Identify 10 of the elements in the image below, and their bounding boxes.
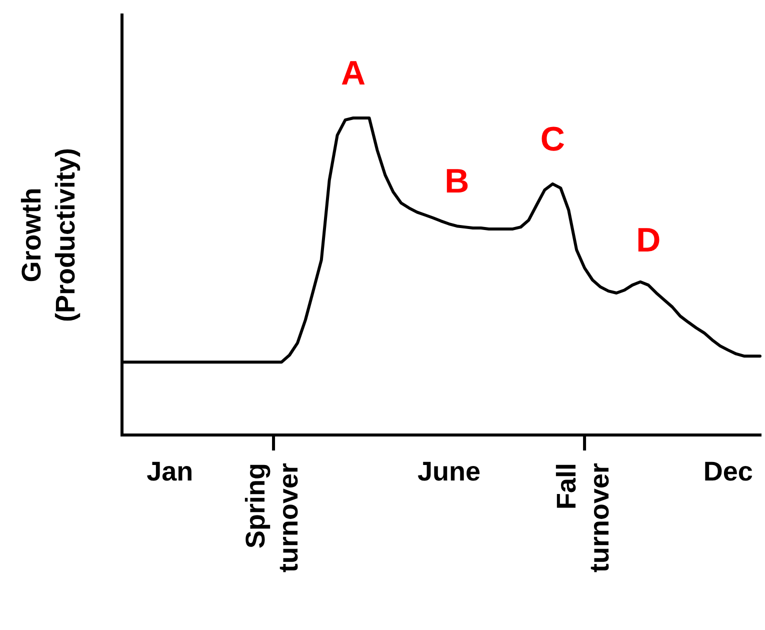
annotation: D (636, 221, 661, 260)
x-tick-label: Spring turnover (240, 462, 304, 573)
x-tick-label: June (417, 456, 480, 486)
x-tick-label: Dec (703, 456, 753, 486)
text: A (340, 54, 366, 92)
annotation: C (540, 120, 565, 158)
y-axis-title: Growth (Productivity) (16, 148, 80, 322)
x-tick-label: Jan (146, 456, 194, 486)
annotation: B (444, 162, 470, 200)
x-tick-label: Fall turnover (552, 462, 615, 573)
